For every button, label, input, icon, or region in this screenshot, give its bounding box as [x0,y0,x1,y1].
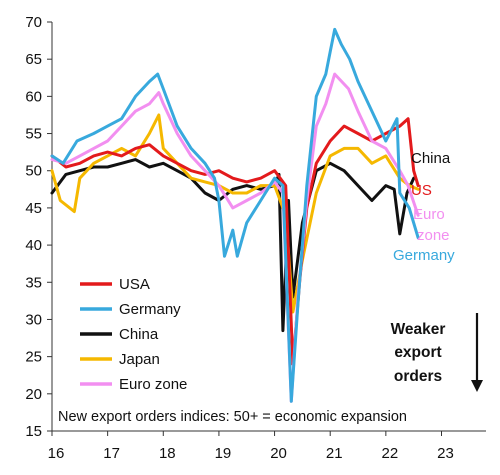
x-ticks: 16 17 18 19 20 21 22 23 [48,431,454,462]
legend-label: Germany [119,301,181,318]
y-tick-label: 50 [25,163,42,180]
y-tick-label: 25 [25,349,42,366]
weaker-label-line-2: export [394,344,441,361]
series-end-label: US [411,182,432,199]
series-line-germany [50,27,420,403]
y-ticks: 15 20 25 30 35 40 45 50 55 60 65 70 [25,14,52,440]
y-tick-label: 45 [25,200,42,217]
y-tick-label: 15 [25,423,42,440]
y-tick-label: 60 [25,88,42,105]
x-tick-label: 17 [103,445,120,462]
series-end-label: zone [417,227,450,244]
series-line-euro-zone [50,72,420,403]
x-tick-label: 18 [159,445,176,462]
series-end-label: Germany [393,247,455,264]
y-tick-label: 30 [25,311,42,328]
y-tick-label: 35 [25,274,42,291]
down-arrow-head-icon [471,380,483,392]
y-tick-label: 20 [25,386,42,403]
x-tick-label: 19 [215,445,232,462]
y-tick-label: 65 [25,51,42,68]
x-tick-label: 16 [48,445,65,462]
y-tick-label: 70 [25,14,42,31]
legend-label: Euro zone [119,376,187,393]
legend-label: China [119,326,159,343]
axes: 15 20 25 30 35 40 45 50 55 60 65 70 16 17 18 19 20 21 22 2… [25,14,486,462]
x-tick-label: 20 [270,445,287,462]
x-tick-label: 22 [382,445,399,462]
legend-label: USA [119,276,150,293]
weaker-label-line-1: Weaker [391,321,446,338]
series-end-label: Euro [413,206,445,223]
weaker-label-line-3: orders [394,368,442,385]
chart-note: New export orders indices: 50+ = economi… [58,409,407,425]
series-line-japan [50,113,420,314]
y-tick-label: 40 [25,237,42,254]
legend: USA Germany China Japan Euro zone [80,276,187,393]
weaker-export-annotation: Weaker export orders [391,313,483,392]
x-tick-label: 21 [326,445,343,462]
legend-label: Japan [119,351,160,368]
series-lines [50,27,420,403]
series-end-labels: China US Euro zone Germany [393,150,455,264]
y-tick-label: 55 [25,126,42,143]
x-tick-label: 23 [437,445,454,462]
series-end-label: China [411,150,451,167]
